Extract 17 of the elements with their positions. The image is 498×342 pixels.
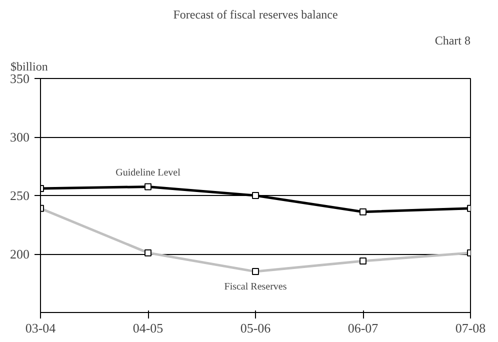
series-label: Guideline Level bbox=[116, 168, 181, 179]
x-tick-label: 05-06 bbox=[240, 320, 272, 336]
y-tick-label: 250 bbox=[10, 188, 30, 203]
y-axis-title: $billion bbox=[10, 60, 48, 74]
x-tick-label: 06-07 bbox=[348, 320, 379, 336]
chart-title: Forecast of fiscal reserves balance bbox=[173, 8, 338, 22]
point bbox=[144, 183, 152, 190]
point bbox=[252, 192, 259, 199]
caption: Chart 8 bbox=[434, 34, 471, 48]
y-tick-label: 350 bbox=[10, 71, 30, 86]
point bbox=[360, 208, 366, 216]
x-tick-label: 04-05 bbox=[132, 320, 164, 336]
series-label: Fiscal Reserves bbox=[224, 282, 287, 293]
y-tick-label: 300 bbox=[10, 130, 30, 144]
x-tick-label: 07-08 bbox=[455, 320, 486, 336]
x-tick-label: 03-04 bbox=[25, 320, 56, 336]
y-tick-label: 200 bbox=[10, 246, 30, 262]
